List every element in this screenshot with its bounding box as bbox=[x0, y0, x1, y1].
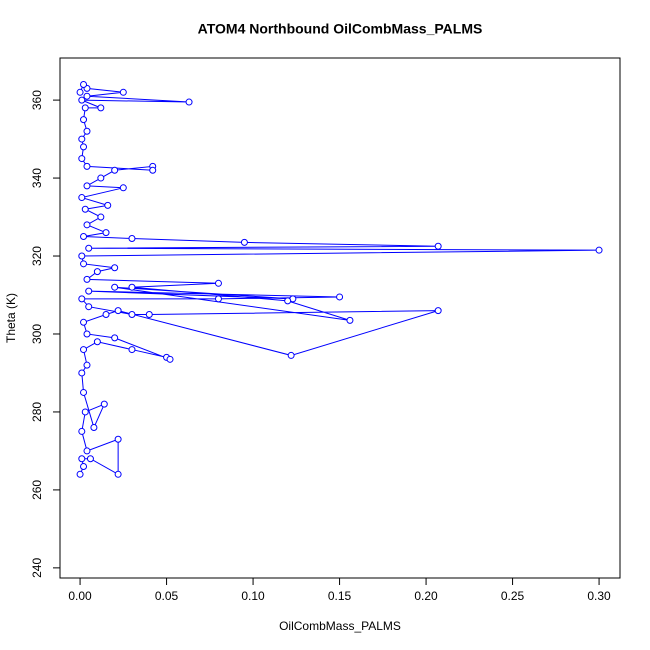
data-point bbox=[80, 346, 88, 354]
data-point bbox=[85, 244, 93, 252]
data-point bbox=[434, 242, 442, 250]
data-point bbox=[128, 234, 136, 242]
data-point bbox=[114, 470, 122, 478]
data-point bbox=[93, 338, 101, 346]
data-point bbox=[80, 233, 88, 241]
data-point bbox=[90, 424, 98, 432]
data-point bbox=[83, 182, 91, 190]
plot-frame bbox=[59, 57, 621, 579]
data-point bbox=[83, 275, 91, 283]
data-point bbox=[100, 400, 108, 408]
data-point bbox=[78, 295, 86, 303]
data-point bbox=[80, 463, 88, 471]
data-point bbox=[78, 135, 86, 143]
data-point bbox=[119, 184, 127, 192]
data-point bbox=[128, 346, 136, 354]
data-point bbox=[166, 355, 174, 363]
data-point bbox=[80, 81, 88, 89]
data-point bbox=[214, 279, 222, 287]
data-point bbox=[111, 166, 119, 174]
data-point bbox=[83, 162, 91, 170]
data-point bbox=[128, 310, 136, 318]
x-tick-label: 0.20 bbox=[414, 589, 438, 603]
data-point bbox=[336, 293, 344, 301]
data-point bbox=[104, 201, 112, 209]
data-point bbox=[80, 116, 88, 124]
y-tick-label: 360 bbox=[30, 90, 44, 110]
data-point bbox=[214, 295, 222, 303]
data-point bbox=[595, 246, 603, 254]
data-point bbox=[76, 88, 84, 96]
y-tick-label: 340 bbox=[30, 168, 44, 188]
y-tick-label: 240 bbox=[30, 558, 44, 578]
x-axis-label: OilCombMass_PALMS bbox=[279, 619, 401, 633]
data-point bbox=[102, 310, 110, 318]
data-point bbox=[102, 229, 110, 237]
data-point bbox=[346, 316, 354, 324]
data-point bbox=[284, 297, 292, 305]
data-point bbox=[83, 330, 91, 338]
data-point bbox=[83, 361, 91, 369]
data-point bbox=[80, 260, 88, 268]
y-tick-label: 300 bbox=[30, 324, 44, 344]
data-point bbox=[76, 470, 84, 478]
data-point bbox=[83, 127, 91, 135]
data-point bbox=[85, 287, 93, 295]
x-tick-label: 0.25 bbox=[501, 589, 525, 603]
data-point bbox=[78, 96, 86, 104]
data-point bbox=[185, 98, 193, 106]
data-point bbox=[80, 143, 88, 151]
x-tick-label: 0.10 bbox=[241, 589, 265, 603]
data-point bbox=[81, 104, 89, 112]
x-tick-label: 0.30 bbox=[587, 589, 611, 603]
data-point bbox=[86, 455, 94, 463]
data-point bbox=[97, 174, 105, 182]
data-point bbox=[81, 205, 89, 213]
y-axis-label: Theta (K) bbox=[4, 293, 18, 343]
data-point bbox=[80, 318, 88, 326]
data-point bbox=[114, 307, 122, 315]
data-line bbox=[79, 83, 600, 476]
data-point bbox=[85, 303, 93, 311]
data-point bbox=[240, 238, 248, 246]
data-point bbox=[83, 221, 91, 229]
chart-title: ATOM4 Northbound OilCombMass_PALMS bbox=[198, 21, 483, 37]
y-tick-label: 320 bbox=[30, 246, 44, 266]
data-point bbox=[80, 388, 88, 396]
data-point bbox=[78, 455, 86, 463]
data-point bbox=[78, 252, 86, 260]
data-point bbox=[93, 268, 101, 276]
data-point bbox=[287, 351, 295, 359]
data-point bbox=[83, 447, 91, 455]
data-point bbox=[97, 213, 105, 221]
data-point bbox=[78, 427, 86, 435]
x-tick-label: 0.00 bbox=[68, 589, 92, 603]
data-point bbox=[111, 264, 119, 272]
data-point bbox=[83, 92, 91, 100]
data-point bbox=[128, 283, 136, 291]
y-tick-label: 260 bbox=[30, 480, 44, 500]
data-point bbox=[145, 310, 153, 318]
data-point bbox=[111, 283, 119, 291]
data-point bbox=[119, 88, 127, 96]
x-tick-label: 0.05 bbox=[155, 589, 179, 603]
data-point bbox=[78, 155, 86, 163]
data-point bbox=[81, 408, 89, 416]
data-point bbox=[114, 435, 122, 443]
data-point bbox=[97, 104, 105, 112]
data-point bbox=[78, 369, 86, 377]
data-point bbox=[434, 307, 442, 315]
x-tick-label: 0.15 bbox=[328, 589, 352, 603]
y-tick-label: 280 bbox=[30, 402, 44, 422]
data-point bbox=[111, 334, 119, 342]
data-point bbox=[149, 166, 157, 174]
data-point bbox=[78, 194, 86, 202]
